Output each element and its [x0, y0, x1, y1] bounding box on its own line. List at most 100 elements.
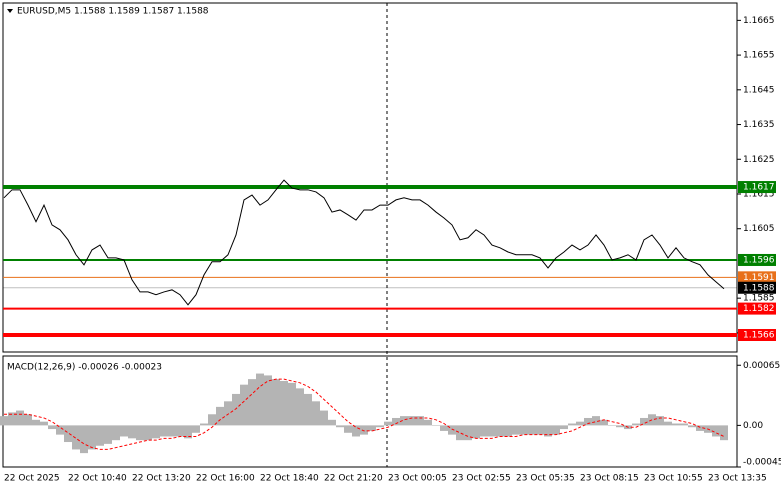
x-tick-label: 23 Oct 02:55: [452, 474, 511, 484]
y-tick-label: 1.1665: [743, 16, 775, 26]
histogram-bar: [568, 423, 576, 426]
histogram-bar: [688, 425, 696, 428]
level-label: 1.1566: [743, 331, 775, 341]
histogram-bar: [392, 417, 400, 426]
histogram-bar: [512, 425, 520, 435]
histogram-bar: [536, 425, 544, 435]
histogram-bar: [344, 425, 352, 433]
histogram-bar: [280, 380, 288, 426]
histogram-bar: [216, 406, 224, 426]
histogram-bar: [64, 425, 72, 443]
histogram-bar: [496, 425, 504, 437]
level-box: [738, 181, 776, 194]
histogram-bar: [336, 425, 344, 428]
y-tick-label: -0.00045: [743, 458, 781, 468]
histogram-bar: [432, 425, 440, 426]
histogram-bar: [696, 425, 704, 431]
x-tick-label: 23 Oct 13:35: [708, 474, 767, 484]
histogram-bar: [664, 421, 672, 426]
histogram-bar: [192, 425, 200, 433]
macd-title: MACD(12,26,9) -0.00026 -0.00023: [7, 363, 162, 373]
histogram-bar: [304, 393, 312, 426]
x-tick-label: 22 Oct 16:00: [196, 474, 255, 484]
histogram-bar: [424, 419, 432, 426]
histogram-bar: [608, 425, 616, 426]
histogram-bar: [272, 379, 280, 426]
macd-panel: [2, 355, 738, 468]
level-label: 1.1591: [743, 273, 775, 283]
x-tick-label: 22 Oct 21:20: [324, 474, 383, 484]
histogram-bar: [80, 425, 88, 454]
level-box: [738, 302, 776, 315]
histogram-bar: [104, 425, 112, 444]
level-box: [738, 329, 776, 341]
histogram-bar: [144, 425, 152, 441]
histogram-bar: [152, 425, 160, 439]
y-tick-label: 1.1635: [743, 120, 775, 130]
chart-title: EURUSD,M5 1.1588 1.1589 1.1587 1.1588: [17, 7, 209, 17]
histogram-bar: [552, 425, 560, 435]
y-tick-label: 0.00: [743, 421, 763, 431]
x-tick-label: 23 Oct 00:05: [388, 474, 447, 484]
histogram-bar: [264, 375, 272, 426]
menu-icon[interactable]: [7, 9, 13, 13]
histogram-bar: [592, 416, 600, 426]
histogram-bar: [656, 416, 664, 426]
histogram-bar: [296, 388, 304, 426]
histogram-bar: [408, 416, 416, 426]
histogram-bar: [360, 425, 368, 435]
histogram-bar: [464, 425, 472, 441]
histogram-bar: [184, 425, 192, 439]
level-label: 1.1588: [743, 283, 775, 293]
histogram-bar: [384, 421, 392, 426]
histogram-bar: [672, 423, 680, 426]
histogram-bar: [616, 425, 624, 428]
histogram-bar: [528, 425, 536, 435]
histogram-bar: [504, 425, 512, 437]
x-tick-label: 23 Oct 10:55: [644, 474, 703, 484]
y-tick-label: 1.1615: [743, 189, 775, 199]
x-tick-label: 23 Oct 05:35: [516, 474, 575, 484]
y-tick-label: 1.1645: [743, 85, 775, 95]
histogram-bar: [368, 425, 376, 431]
histogram-bar: [600, 419, 608, 426]
histogram-bar: [560, 425, 568, 430]
histogram-bar: [712, 425, 720, 437]
histogram-bar: [128, 425, 136, 439]
histogram-bar: [224, 401, 232, 426]
x-tick-label: 22 Oct 10:40: [68, 474, 127, 484]
y-tick-label: 1.1585: [743, 294, 775, 304]
histogram-bar: [88, 425, 96, 450]
histogram-bar: [312, 401, 320, 426]
level-label: 1.1617: [743, 183, 775, 193]
histogram-bar: [256, 373, 264, 426]
histogram-bar: [488, 425, 496, 437]
y-tick-label: 1.1625: [743, 155, 775, 165]
x-tick-label: 22 Oct 18:40: [260, 474, 319, 484]
histogram-bar: [96, 425, 104, 446]
level-label: 1.1582: [743, 304, 775, 314]
histogram-bar: [0, 416, 8, 426]
histogram-bar: [48, 425, 56, 430]
histogram-bar: [416, 416, 424, 426]
main-panel: [2, 2, 738, 353]
histogram-bar: [520, 425, 528, 435]
histogram-bar: [248, 379, 256, 426]
histogram-bar: [232, 393, 240, 426]
y-tick-label: 1.1605: [743, 224, 775, 234]
histogram-bar: [240, 384, 248, 426]
histogram-bar: [168, 425, 176, 437]
histogram-bar: [176, 425, 184, 437]
histogram-bar: [136, 425, 144, 441]
level-label: 1.1596: [743, 255, 775, 265]
signal-line: [4, 378, 725, 450]
histogram-bar: [352, 425, 360, 437]
histogram-bar: [208, 414, 216, 426]
histogram-bar: [576, 421, 584, 426]
histogram-bar: [120, 425, 128, 437]
histogram-bar: [72, 425, 80, 450]
histogram-bar: [632, 423, 640, 426]
histogram-bar: [112, 425, 120, 441]
histogram-bar: [456, 425, 464, 441]
